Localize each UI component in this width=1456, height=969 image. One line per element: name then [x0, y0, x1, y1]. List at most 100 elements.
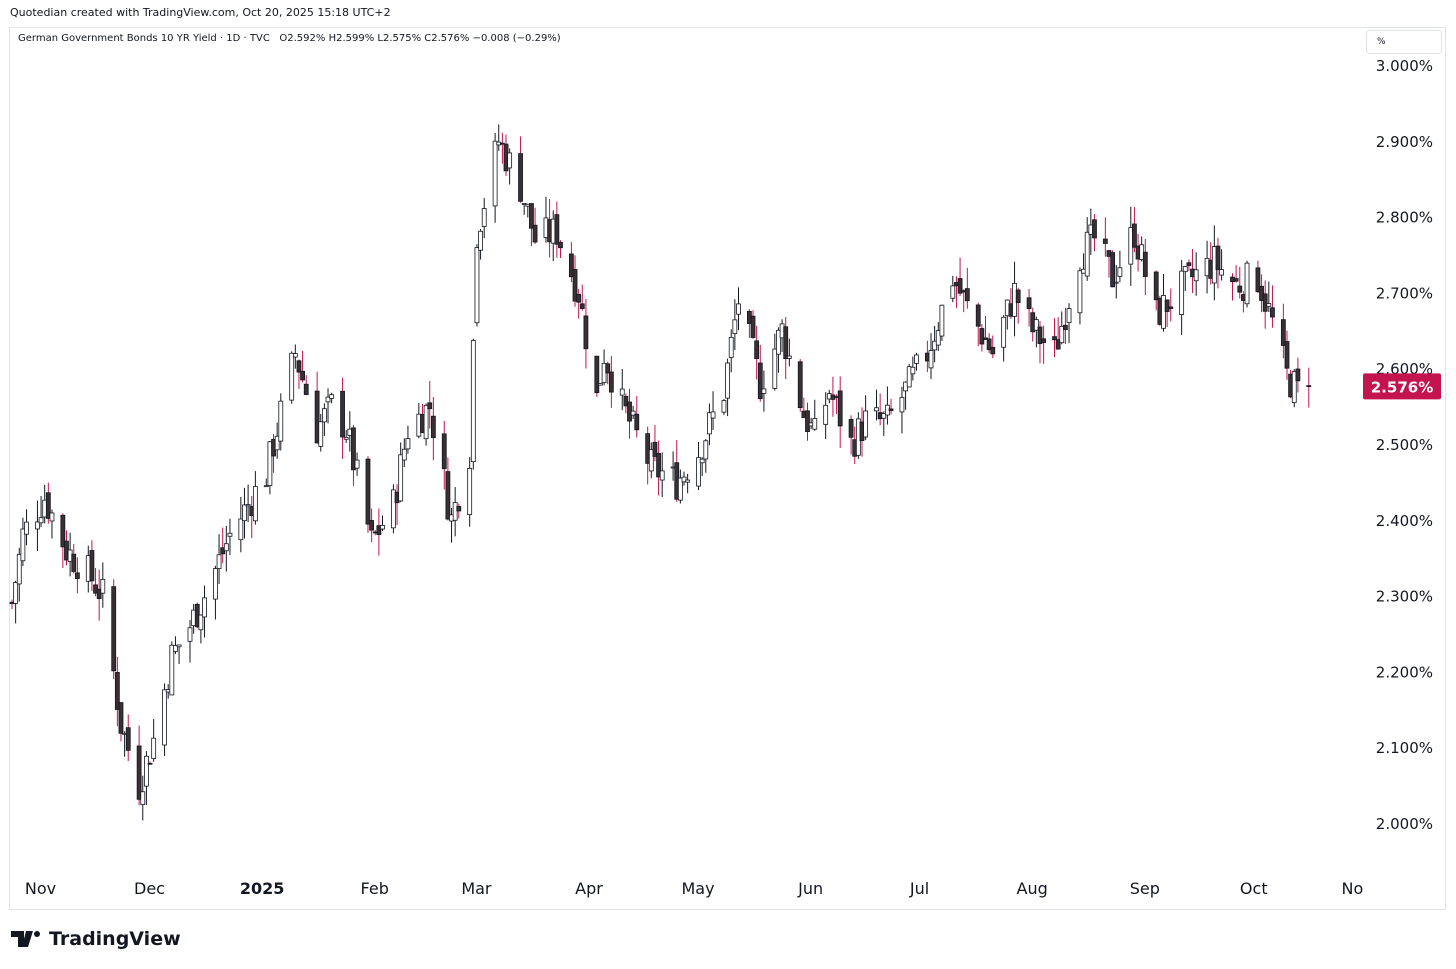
candle-down	[96, 588, 102, 600]
y-tick-label: 2.100%	[1376, 739, 1433, 757]
candle-down	[634, 413, 640, 431]
candle-up	[325, 396, 331, 403]
candle-up	[24, 521, 29, 535]
candle-down	[750, 315, 756, 338]
candle-down	[783, 326, 789, 360]
candle-down	[1186, 262, 1192, 266]
candle-up	[932, 340, 938, 351]
candle-up	[1182, 266, 1188, 273]
candle-up	[1084, 231, 1090, 277]
candle-up	[699, 458, 705, 464]
candle-up	[707, 412, 712, 435]
candle-up	[703, 440, 709, 460]
chart-credit: Quotedian created with TradingView.com, …	[10, 6, 391, 19]
y-tick-label: 2.000%	[1376, 815, 1433, 833]
candle-up	[598, 383, 603, 386]
x-tick-label: Aug	[1017, 879, 1048, 898]
candle-up	[1117, 267, 1123, 277]
candle-up	[761, 388, 767, 394]
x-tick-label: No	[1341, 879, 1363, 898]
candle-down	[125, 727, 131, 751]
candle-down	[645, 433, 651, 464]
candle-down	[837, 390, 843, 427]
candle-up	[685, 479, 691, 483]
price-scale-unit-button[interactable]: %	[1366, 30, 1442, 54]
candle-up	[274, 435, 280, 451]
candle-up	[935, 330, 941, 346]
symbol-legend: German Government Bonds 10 YR Yield · 1D…	[18, 33, 561, 44]
x-tick-label: Feb	[361, 879, 389, 898]
candle-down	[518, 153, 523, 202]
candle-down	[303, 383, 309, 395]
candle-up	[812, 418, 818, 430]
candle-up	[507, 152, 513, 169]
candle-up	[213, 568, 218, 600]
candle-up	[216, 554, 222, 569]
chart-frame	[9, 27, 1446, 910]
candle-up	[140, 791, 146, 805]
candle-up	[321, 408, 327, 423]
y-tick-label: 2.400%	[1376, 512, 1433, 530]
candle-up	[263, 485, 269, 488]
candle-down	[754, 340, 760, 360]
candle-down	[1037, 326, 1043, 345]
candle-up	[1059, 326, 1065, 344]
candle-up	[405, 438, 411, 450]
candle-down	[427, 402, 433, 410]
candle-up	[906, 366, 912, 388]
candle-down	[111, 586, 117, 672]
candle-up	[223, 543, 229, 552]
candle-up	[1193, 269, 1199, 282]
candle-down	[558, 241, 563, 249]
candle-down	[365, 458, 371, 525]
x-tick-label: Oct	[1240, 879, 1268, 898]
candle-down	[848, 419, 854, 438]
candle-up	[354, 459, 360, 469]
candle-up	[162, 689, 167, 746]
candle-down	[975, 304, 981, 327]
candle-up	[728, 336, 734, 358]
candle-down	[572, 269, 578, 302]
candle-down	[1052, 336, 1057, 341]
candle-down	[979, 328, 985, 345]
candle-up	[1066, 308, 1072, 323]
candle-up	[630, 410, 636, 416]
candle-down	[623, 396, 629, 407]
candle-down	[1102, 238, 1108, 244]
candle-down	[605, 363, 611, 374]
candle-up	[252, 486, 258, 522]
y-tick-label: 2.500%	[1376, 436, 1433, 454]
tradingview-wordmark: TradingView	[49, 928, 181, 950]
candle-up	[329, 394, 335, 399]
candle-up	[289, 352, 295, 401]
candle-up	[492, 140, 498, 207]
candle-up	[467, 467, 473, 516]
candle-down	[797, 361, 803, 409]
candle-up	[242, 504, 247, 522]
candle-down	[1284, 341, 1290, 369]
candle-up	[863, 410, 869, 438]
x-tick-label: 2025	[240, 879, 285, 898]
tradingview-logo-icon	[11, 931, 40, 947]
candle-down	[351, 427, 356, 471]
candle-down	[1164, 299, 1170, 312]
candle-down	[1153, 271, 1159, 301]
candle-up	[939, 304, 945, 337]
candle-up	[143, 755, 149, 787]
candle-up	[100, 579, 106, 594]
x-tick-label: Dec	[134, 879, 165, 898]
candle-down	[60, 514, 66, 548]
candle-down	[136, 745, 142, 800]
candle-up	[1266, 303, 1272, 307]
candle-down	[805, 410, 810, 432]
candle-up	[725, 362, 730, 399]
y-tick-label: 2.300%	[1376, 588, 1433, 606]
candle-down	[568, 253, 574, 278]
candle-up	[1033, 319, 1039, 331]
candle-up	[899, 397, 905, 413]
candle-down	[1132, 223, 1137, 248]
candle-up	[470, 340, 476, 463]
candle-up	[910, 366, 916, 375]
candle-down	[1215, 245, 1221, 270]
